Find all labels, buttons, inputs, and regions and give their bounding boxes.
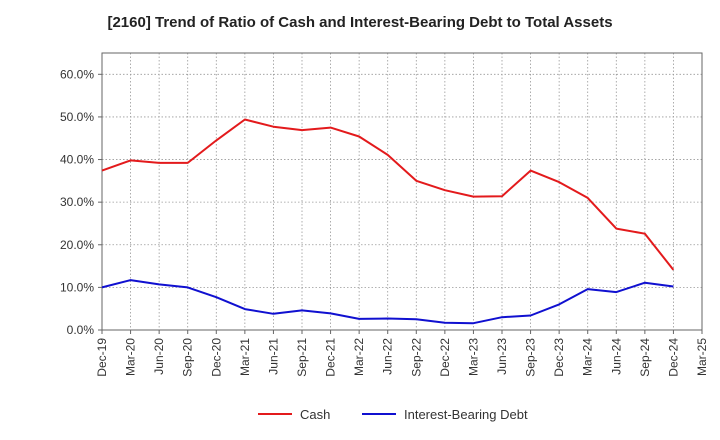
x-tick-label: Dec-24	[666, 338, 680, 377]
legend-label: Interest-Bearing Debt	[404, 407, 528, 422]
x-tick-label: Dec-19	[95, 338, 109, 377]
x-tick-label: Sep-23	[524, 338, 538, 377]
y-axis: 0.0% 10.0% 20.0% 30.0% 40.0% 50.0% 60.0%	[60, 67, 102, 337]
x-tick-label: Dec-21	[324, 338, 338, 377]
x-tick-label: Mar-24	[581, 338, 595, 376]
x-tick-label: Sep-21	[295, 338, 309, 377]
legend-label: Cash	[300, 407, 330, 422]
x-tick-label: Jun-22	[381, 338, 395, 375]
x-tick-label: Jun-20	[152, 338, 166, 375]
series-line-interest-bearing-debt	[101, 279, 674, 325]
x-tick-label: Mar-22	[352, 338, 366, 376]
series-line-cash	[101, 118, 675, 271]
x-tick-label: Dec-22	[438, 338, 452, 377]
x-tick-label: Dec-23	[552, 338, 566, 377]
y-tick-label: 10.0%	[60, 280, 94, 294]
y-tick-label: 30.0%	[60, 195, 94, 209]
x-tick-label: Sep-22	[409, 338, 423, 377]
x-tick-label: Jun-21	[266, 338, 280, 375]
x-tick-label: Mar-20	[124, 338, 138, 376]
y-tick-label: 50.0%	[60, 110, 94, 124]
y-tick-label: 40.0%	[60, 153, 94, 167]
x-tick-label: Jun-23	[495, 338, 509, 375]
plot-frame	[101, 52, 703, 331]
legend: Cash Interest-Bearing Debt	[258, 407, 528, 422]
x-tick-label: Sep-24	[638, 338, 652, 377]
x-axis: Dec-19 Mar-20 Jun-20 Sep-20 Dec-20 Mar-21 Jun-…	[95, 330, 709, 377]
x-tick-label: Mar-21	[238, 338, 252, 376]
y-tick-label: 20.0%	[60, 238, 94, 252]
y-tick-label: 0.0%	[67, 323, 95, 337]
x-tick-label: Mar-25	[695, 338, 709, 376]
x-tick-label: Dec-20	[209, 338, 223, 377]
y-tick-label: 60.0%	[60, 67, 94, 81]
chart-title: [2160] Trend of Ratio of Cash and Intere…	[107, 14, 613, 31]
x-tick-label: Sep-20	[181, 338, 195, 377]
x-tick-label: Jun-24	[609, 338, 623, 375]
series-lines	[101, 118, 675, 325]
x-tick-label: Mar-23	[466, 338, 480, 376]
